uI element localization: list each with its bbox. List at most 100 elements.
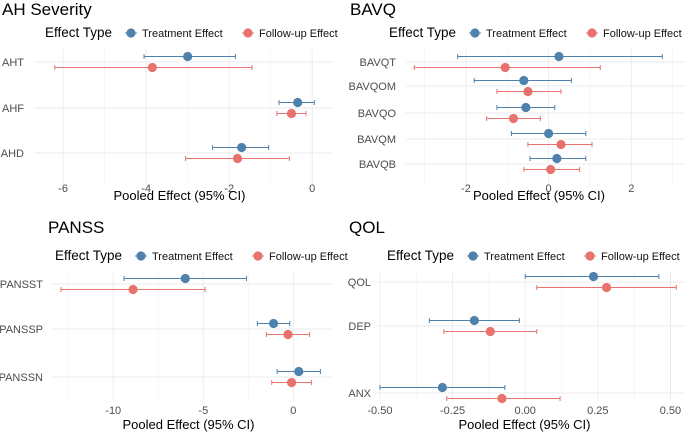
- row-qol: QOL: [348, 271, 677, 293]
- x-tick-label: -2: [224, 183, 234, 195]
- panel-title: BAVQ: [350, 0, 396, 19]
- y-label: AHF: [2, 103, 24, 115]
- treatment-point: [183, 51, 193, 62]
- row-bavqb: BAVQB: [359, 153, 587, 175]
- x-tick-label: -2: [461, 183, 471, 195]
- legend-key-followup: [585, 251, 595, 261]
- panel-title: AH Severity: [2, 0, 92, 19]
- row-bavqo: BAVQO: [358, 102, 556, 124]
- treatment-point: [544, 128, 554, 139]
- row-ahd: AHD: [1, 142, 290, 164]
- treatment-point: [554, 51, 564, 62]
- legend-key-treatment: [136, 251, 146, 261]
- followup-point: [546, 164, 556, 175]
- y-label: AHD: [1, 148, 24, 160]
- x-axis-title: Pooled Effect (95% CI): [114, 188, 246, 203]
- panel-title: PANSS: [48, 218, 104, 237]
- treatment-point: [180, 273, 190, 284]
- followup-point: [286, 377, 297, 388]
- x-axis-title: Pooled Effect (95% CI): [123, 417, 255, 432]
- x-tick-label: -5: [198, 405, 208, 417]
- row-bavqm: BAVQM: [357, 128, 593, 150]
- y-label: ANX: [348, 388, 371, 400]
- followup-point: [601, 282, 612, 293]
- legend-key-treatment: [470, 28, 480, 38]
- legend-label: Treatment Effect: [486, 28, 567, 40]
- x-tick-label: -4: [141, 183, 151, 195]
- legend-key-treatment: [126, 28, 136, 38]
- followup-point: [556, 139, 566, 150]
- y-label: PANSSP: [0, 324, 43, 336]
- treatment-point: [293, 97, 303, 108]
- followup-point: [497, 393, 507, 404]
- legend-key-treatment: [468, 251, 478, 261]
- legend: Effect Type Treatment Effect Follow-up Eff…: [389, 25, 682, 40]
- gridlines: [377, 271, 685, 401]
- followup-point: [128, 284, 138, 295]
- legend-key-followup: [587, 28, 597, 38]
- panel-ah: AH Severity Effect Type Treatment Effect Fo…: [1, 0, 338, 203]
- x-tick-label: -10: [105, 405, 121, 417]
- row-anx: ANX: [348, 382, 561, 404]
- x-tick-label: 2: [628, 183, 634, 195]
- y-label: PANSST: [0, 279, 43, 291]
- followup-point: [485, 326, 495, 337]
- followup-point: [508, 113, 519, 124]
- y-label: BAVQM: [357, 134, 396, 146]
- panel-bavq: BAVQ Effect Type Treatment Effect Follow-up…: [349, 0, 685, 203]
- row-panssn: PANSSN: [0, 366, 321, 388]
- legend-label: Follow-up Effect: [269, 251, 348, 263]
- x-tick-label: -6: [58, 183, 68, 195]
- legend-label: Treatment Effect: [142, 28, 223, 40]
- y-label: BAVQOM: [349, 81, 396, 93]
- legend-label: Follow-up Effect: [259, 28, 338, 40]
- legend-key-followup: [243, 28, 253, 38]
- legend-title: Effect Type: [55, 248, 122, 263]
- x-tick-label: 0: [309, 183, 315, 195]
- row-panssp: PANSSP: [0, 318, 311, 340]
- legend-label: Treatment Effect: [152, 251, 233, 263]
- followup-point: [232, 153, 243, 164]
- gridlines: [406, 49, 685, 185]
- y-label: AHT: [2, 57, 24, 69]
- treatment-point: [268, 318, 279, 329]
- row-ahf: AHF: [2, 97, 315, 119]
- treatment-point: [588, 271, 599, 282]
- y-label: BAVQT: [360, 57, 397, 69]
- x-tick-label: -0.25: [440, 405, 465, 417]
- legend-label: Treatment Effect: [484, 251, 565, 263]
- treatment-point: [552, 153, 562, 164]
- gridlines: [52, 271, 333, 401]
- panel-title: QOL: [349, 218, 385, 237]
- x-tick-label: 0.50: [660, 405, 681, 417]
- legend-title: Effect Type: [45, 25, 112, 40]
- row-pansst: PANSST: [0, 273, 248, 295]
- y-label: QOL: [348, 277, 371, 289]
- legend: Effect Type Treatment Effect Follow-up Eff…: [387, 248, 680, 263]
- row-bavqom: BAVQOM: [349, 75, 572, 97]
- x-axis-title: Pooled Effect (95% CI): [473, 188, 605, 203]
- followup-point: [283, 329, 293, 340]
- x-tick-label: 0: [546, 183, 552, 195]
- x-tick-label: 0.25: [587, 405, 608, 417]
- treatment-point: [521, 102, 531, 113]
- followup-point: [523, 86, 533, 97]
- x-tick-label: -0.50: [367, 405, 392, 417]
- followup-point: [286, 108, 297, 119]
- x-tick-label: 0.00: [514, 405, 535, 417]
- legend-key-followup: [253, 251, 263, 261]
- legend-title: Effect Type: [389, 25, 456, 40]
- row-dep: DEP: [348, 315, 538, 337]
- legend: Effect Type Treatment Effect Follow-up Eff…: [55, 248, 348, 263]
- followup-point: [500, 62, 510, 73]
- treatment-point: [469, 315, 479, 326]
- treatment-point: [519, 75, 529, 86]
- x-axis-title: Pooled Effect (95% CI): [459, 417, 591, 432]
- y-label: BAVQB: [359, 159, 396, 171]
- row-bavqt: BAVQT: [360, 51, 663, 73]
- gridlines: [34, 49, 333, 185]
- y-label: PANSSN: [0, 372, 43, 384]
- legend-label: Follow-up Effect: [601, 251, 680, 263]
